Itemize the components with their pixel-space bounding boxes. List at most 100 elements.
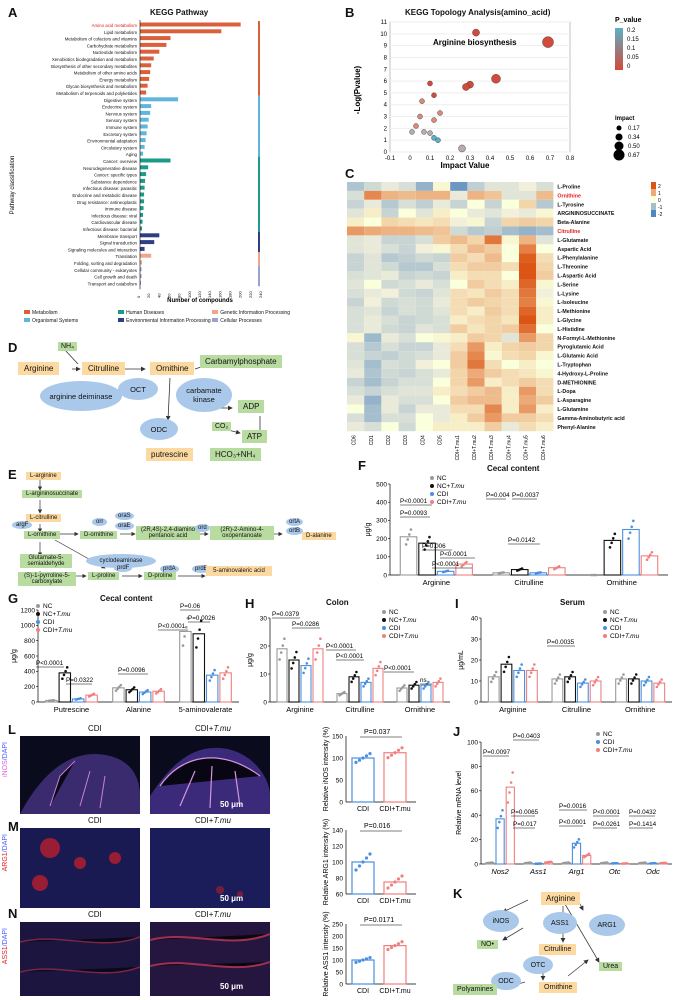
- F-dot: [409, 528, 413, 531]
- c-heat-cell: [415, 182, 433, 191]
- e-d-alanine: D-alanine: [302, 532, 336, 540]
- e-ortb: ortB: [286, 527, 304, 535]
- N-category-label: CDI+T.mu: [379, 988, 410, 995]
- a-category-label: Digestive system: [104, 98, 138, 103]
- J-legend-label: NC: [603, 731, 613, 738]
- c-heat-cell: [484, 199, 502, 209]
- L-ytick-label: 0: [339, 799, 343, 806]
- H-dot: [415, 680, 418, 684]
- H-bar: [348, 676, 360, 703]
- G-dot: [184, 625, 188, 629]
- F-dot: [594, 573, 598, 577]
- c-heat-cell: [398, 199, 416, 209]
- c-heat-cell: [398, 262, 416, 271]
- N-dot: [354, 960, 358, 964]
- a-tick-label: 60: [167, 293, 172, 298]
- a-tick-label: 200: [238, 291, 243, 298]
- c-heat-cell: [450, 351, 468, 360]
- H-dot: [411, 685, 415, 688]
- F-legend-marker: [430, 476, 434, 480]
- c-row-label: Citrulline: [557, 229, 580, 235]
- H-dot: [303, 666, 307, 670]
- c-heat-cell: [450, 306, 468, 316]
- c-heat-cell: [364, 297, 382, 307]
- I-dot: [531, 667, 535, 670]
- G-dot: [225, 669, 228, 673]
- c-heat-cell: [501, 208, 519, 218]
- c-heat-cell: [519, 279, 537, 289]
- H-dot: [293, 656, 297, 659]
- l-bar-chart: 0 50 100 150 CDI CDI+T.mu P=0.037 Relative iNOS…: [323, 727, 416, 813]
- F-dot: [428, 535, 431, 539]
- H-dot: [305, 662, 309, 665]
- c-heat-cell: [415, 288, 433, 298]
- F-dot: [408, 533, 411, 536]
- F-legend-italic: T.mu: [450, 483, 465, 490]
- c-heat-cell: [381, 315, 399, 325]
- b-ytick: 3: [384, 115, 388, 121]
- c-heat-cell: [398, 368, 416, 378]
- c-heat-cell: [364, 413, 382, 423]
- G-dot: [195, 646, 198, 649]
- F-legend-marker: [430, 484, 434, 488]
- M-ytick-label: 80: [336, 875, 344, 882]
- I-ytick-label: 10: [471, 678, 479, 685]
- G-legend-marker: [36, 612, 40, 616]
- a-bar: [140, 260, 143, 265]
- b-ytick: 11: [381, 20, 388, 26]
- c-heat-cell: [415, 199, 433, 209]
- b-impact-label: 0.17: [628, 126, 640, 132]
- M-pvalue: P=0.016: [364, 823, 390, 830]
- k-ornithine: Ornithine: [539, 982, 578, 993]
- d-citrulline: Citrulline: [82, 362, 126, 375]
- c-heat-cell: [536, 324, 554, 334]
- c-heat-cell: [433, 333, 451, 343]
- L-dot: [357, 758, 362, 762]
- e-glutamate-semialdehyde: Glutamate-5-semialdehyde: [20, 554, 72, 568]
- c-heat-cell: [536, 386, 554, 396]
- c-heat-cell: [536, 208, 554, 218]
- G-dot: [61, 677, 64, 680]
- c-heat-cell: [450, 288, 468, 298]
- c-heat-cell: [398, 324, 416, 334]
- M-dot: [386, 886, 390, 890]
- c-col-label: CDI+T.mu5: [524, 435, 530, 460]
- I-dot: [631, 679, 635, 682]
- c-heat-cell: [433, 368, 451, 378]
- I-ytick-label: 20: [471, 657, 479, 664]
- c-heat-cell: [398, 288, 416, 298]
- c-heat-cell: [433, 377, 451, 387]
- b-point: [431, 135, 437, 141]
- c-heat-cell: [347, 306, 365, 316]
- I-dot: [533, 663, 536, 666]
- c-heat-cell: [398, 360, 416, 369]
- c-heat-cell: [398, 386, 416, 396]
- L-ytick-label: 50: [336, 777, 344, 784]
- G-pvalue: P=0.06: [180, 603, 201, 610]
- H-dot: [434, 685, 437, 688]
- b-point: [417, 113, 423, 120]
- c-heat-cell: [364, 235, 382, 245]
- I-dot: [620, 676, 624, 679]
- a-bar: [140, 267, 142, 272]
- b-impact-dot: [616, 125, 622, 131]
- J-dot: [506, 801, 510, 804]
- c-scale-label: 1: [658, 191, 661, 197]
- c-heat-cell: [364, 360, 382, 369]
- c-heat-cell: [415, 324, 433, 334]
- a-category-label: Cancer: specific types: [94, 173, 138, 178]
- G-pvalue: P=0.0026: [188, 615, 216, 622]
- b-impact-label: 0.67: [628, 153, 640, 159]
- c-heat-cell: [347, 235, 365, 245]
- c-heat-cell: [519, 244, 537, 254]
- c-heat-cell: [450, 182, 468, 191]
- H-legend-label: NC+T.mu: [389, 617, 417, 624]
- c-heat-cell: [398, 217, 416, 227]
- panel-label-g: G: [8, 591, 19, 606]
- I-legend-marker: [603, 610, 607, 614]
- F-dot: [630, 525, 634, 529]
- a-category-label: Metabolism of terpenoids and polyketides: [56, 91, 138, 96]
- G-bar: [112, 687, 125, 703]
- c-heat-cell: [467, 288, 485, 298]
- c-scale-swatch: [651, 203, 656, 210]
